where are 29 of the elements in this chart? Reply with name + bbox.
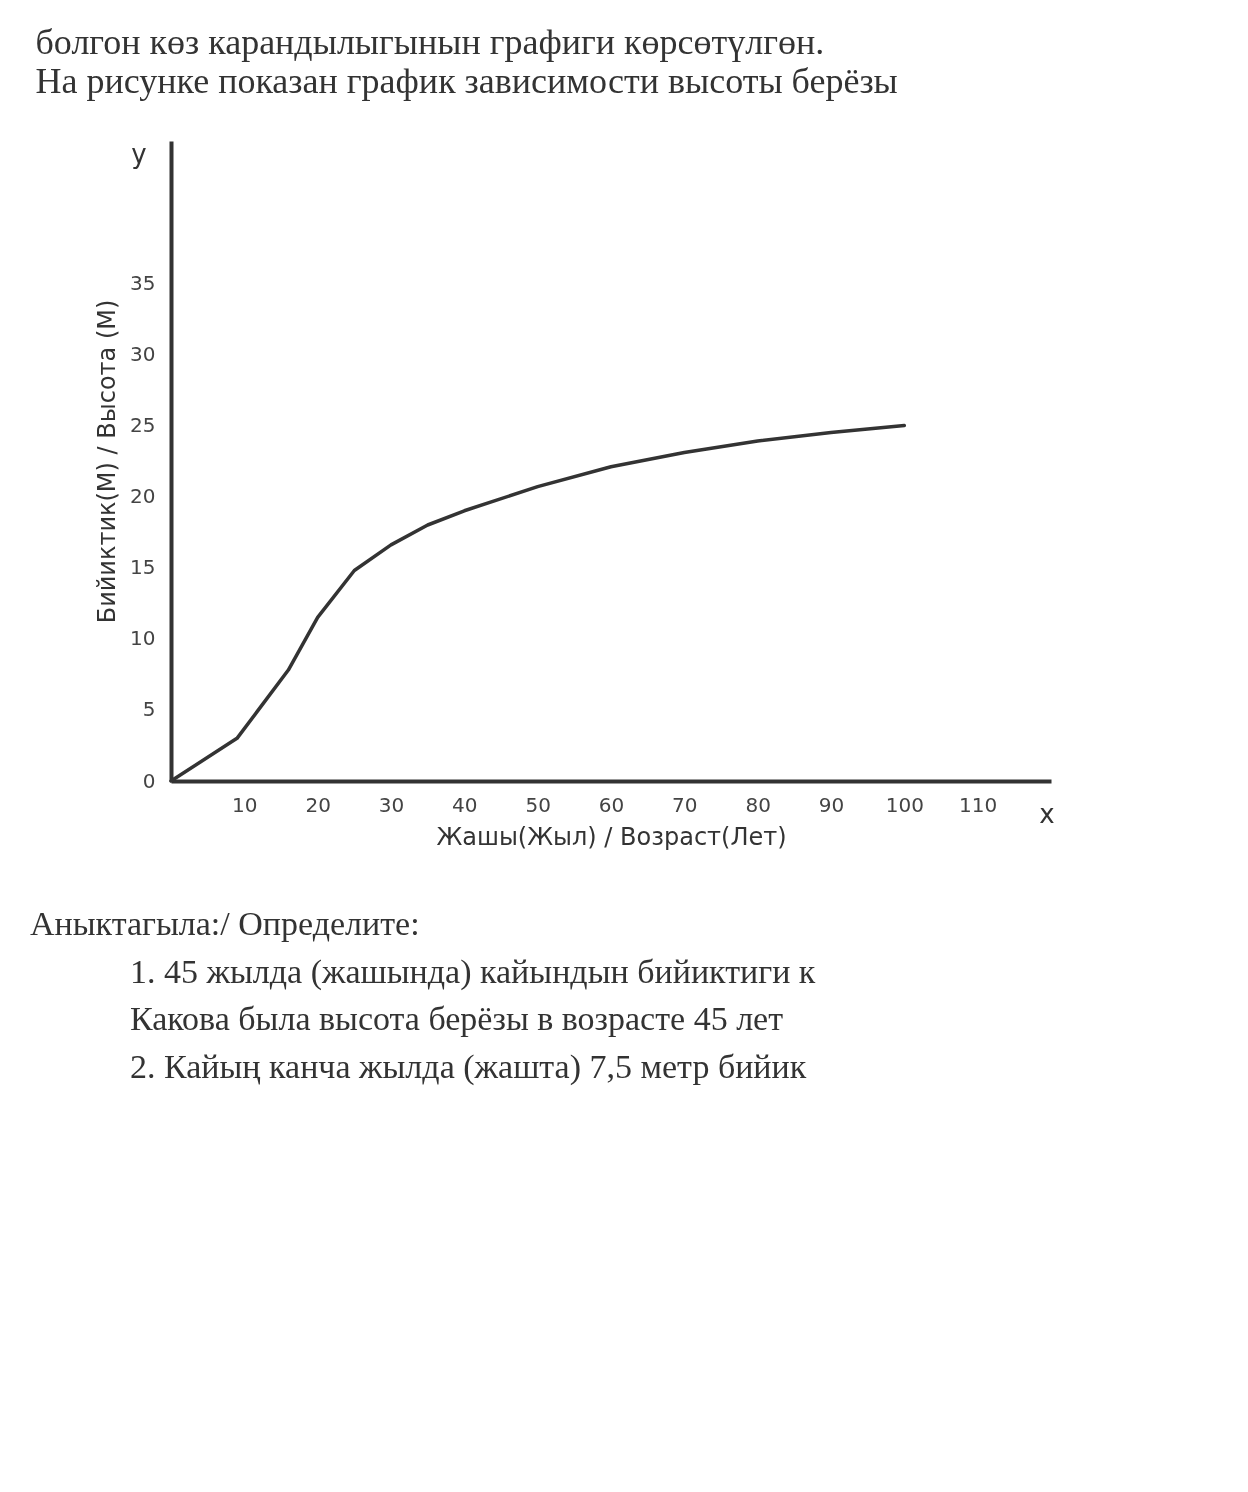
y-tick-label: 15	[130, 555, 156, 580]
x-tick-label: 110	[959, 792, 998, 817]
text: 1. 45 жылда (жашында) кайындын бийиктиги к	[130, 951, 817, 992]
y-axis-title: Бийиктик(М) / Высота (М)	[93, 299, 122, 624]
x-tick-label: 60	[598, 792, 625, 817]
y-tick-label: 35	[130, 270, 156, 295]
text: 2. Кайың канча жылда (жашта) 7,5 метр бийик	[130, 1046, 808, 1087]
y-tick-label: 0	[142, 768, 156, 793]
y-tick-label: 30	[130, 341, 156, 366]
chart-subtitle: На рисунке показан график зависимости высоты берёзы	[35, 61, 898, 101]
x-tick-label: 100	[885, 792, 924, 817]
x-tick-label: 30	[378, 792, 405, 817]
x-tick-label: 10	[232, 792, 258, 817]
y-tick-label: 10	[130, 626, 156, 651]
y-tick-label: 25	[130, 412, 156, 437]
text: x	[1039, 799, 1055, 829]
text: y	[131, 139, 147, 169]
x-tick-label: 50	[525, 792, 551, 817]
x-tick-label: 70	[672, 792, 698, 817]
x-tick-label: 80	[745, 792, 771, 817]
y-tick-label: 20	[130, 484, 156, 509]
text: Какова была высота берёзы в возрасте 45 лет	[130, 999, 785, 1040]
x-tick-label: 90	[818, 792, 845, 817]
x-axis-title: Жашы(Жыл) / Возраст(Лет)	[436, 822, 787, 851]
x-tick-label: 40	[452, 792, 478, 817]
chart-title: болгон көз карандылыгынын графиги көрсөтүлгөн.	[35, 22, 825, 62]
y-tick-label: 5	[142, 697, 156, 722]
x-tick-label: 20	[305, 792, 331, 817]
text: Аныктагыла:/ Определите:	[30, 904, 421, 944]
